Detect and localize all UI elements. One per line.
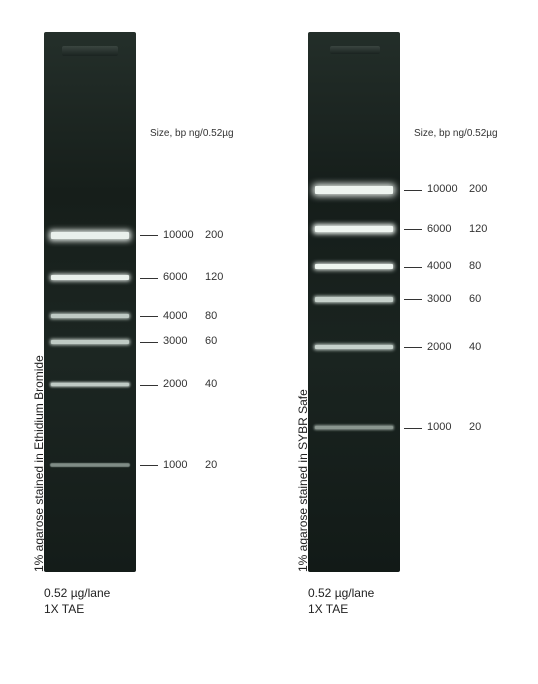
band-ng-label: 80 bbox=[205, 310, 217, 322]
bottom-caption-line2: 1X TAE bbox=[308, 601, 374, 617]
bottom-caption-right: 0.52 µg/lane1X TAE bbox=[308, 585, 374, 617]
band-size-label: 1000 bbox=[163, 459, 187, 471]
band-right-10000 bbox=[315, 186, 392, 194]
tick-left-4000 bbox=[140, 316, 158, 317]
band-ng-label: 40 bbox=[205, 378, 217, 390]
band-ng-label: 20 bbox=[205, 459, 217, 471]
band-left-6000 bbox=[51, 275, 128, 280]
tick-right-6000 bbox=[404, 229, 422, 230]
tick-right-3000 bbox=[404, 299, 422, 300]
band-left-1000 bbox=[51, 464, 128, 466]
band-left-3000 bbox=[51, 340, 128, 344]
band-ng-label: 200 bbox=[205, 229, 223, 241]
band-size-label: 3000 bbox=[427, 293, 451, 305]
vertical-axis-label-left: 1% agarose stained in Ethidium Bromide bbox=[32, 355, 46, 572]
gel-lane-right bbox=[308, 32, 400, 572]
tick-left-6000 bbox=[140, 278, 158, 279]
column-header-right: Size, bp ng/0.52µg bbox=[414, 128, 498, 139]
band-left-2000 bbox=[51, 383, 128, 386]
band-size-label: 4000 bbox=[427, 260, 451, 272]
band-size-label: 3000 bbox=[163, 335, 187, 347]
band-ng-label: 60 bbox=[469, 293, 481, 305]
band-size-label: 4000 bbox=[163, 310, 187, 322]
band-ng-label: 120 bbox=[469, 223, 487, 235]
tick-left-2000 bbox=[140, 385, 158, 386]
column-header-left: Size, bp ng/0.52µg bbox=[150, 128, 234, 139]
band-ng-label: 40 bbox=[469, 341, 481, 353]
bottom-caption-line2: 1X TAE bbox=[44, 601, 110, 617]
bottom-caption-line1: 0.52 µg/lane bbox=[308, 585, 374, 601]
band-ng-label: 60 bbox=[205, 335, 217, 347]
band-right-1000 bbox=[315, 426, 392, 429]
well-right bbox=[330, 46, 380, 54]
well-left bbox=[62, 46, 118, 56]
band-right-3000 bbox=[315, 297, 392, 302]
gel-lane-left bbox=[44, 32, 136, 572]
band-ng-label: 20 bbox=[469, 421, 481, 433]
band-size-label: 10000 bbox=[427, 183, 458, 195]
band-right-2000 bbox=[315, 345, 392, 349]
tick-right-4000 bbox=[404, 267, 422, 268]
band-size-label: 10000 bbox=[163, 229, 194, 241]
band-left-4000 bbox=[51, 314, 128, 318]
tick-left-1000 bbox=[140, 465, 158, 466]
bottom-caption-left: 0.52 µg/lane1X TAE bbox=[44, 585, 110, 617]
band-ng-label: 120 bbox=[205, 271, 223, 283]
band-size-label: 6000 bbox=[163, 271, 187, 283]
band-size-label: 2000 bbox=[163, 378, 187, 390]
band-right-6000 bbox=[315, 226, 392, 232]
bottom-caption-line1: 0.52 µg/lane bbox=[44, 585, 110, 601]
band-size-label: 2000 bbox=[427, 341, 451, 353]
vertical-axis-label-right: 1% agarose stained in SYBR Safe bbox=[296, 389, 310, 572]
tick-left-3000 bbox=[140, 342, 158, 343]
tick-right-10000 bbox=[404, 190, 422, 191]
band-size-label: 1000 bbox=[427, 421, 451, 433]
tick-right-2000 bbox=[404, 347, 422, 348]
tick-left-10000 bbox=[140, 235, 158, 236]
band-right-4000 bbox=[315, 264, 392, 269]
band-size-label: 6000 bbox=[427, 223, 451, 235]
band-ng-label: 80 bbox=[469, 260, 481, 272]
tick-right-1000 bbox=[404, 428, 422, 429]
band-left-10000 bbox=[51, 232, 128, 239]
band-ng-label: 200 bbox=[469, 183, 487, 195]
